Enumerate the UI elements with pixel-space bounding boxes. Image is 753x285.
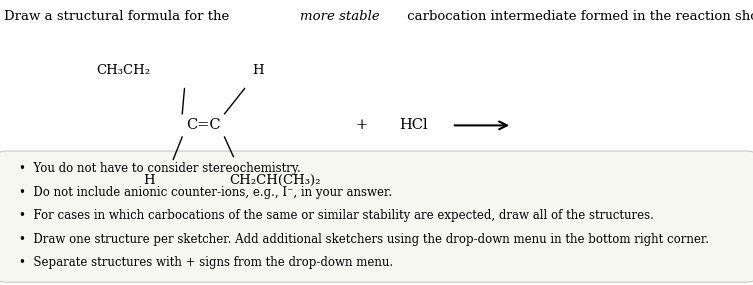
Text: more stable: more stable bbox=[300, 10, 380, 23]
Text: H: H bbox=[143, 174, 154, 187]
FancyBboxPatch shape bbox=[0, 151, 753, 282]
Text: •  For cases in which carbocations of the same or similar stability are expected: • For cases in which carbocations of the… bbox=[19, 209, 654, 222]
Text: CH₂CH(CH₃)₂: CH₂CH(CH₃)₂ bbox=[230, 174, 322, 187]
Text: HCl: HCl bbox=[399, 118, 428, 133]
Text: C=C: C=C bbox=[186, 118, 221, 133]
Text: H: H bbox=[252, 64, 264, 77]
Text: CH₃CH₂: CH₃CH₂ bbox=[96, 64, 151, 77]
Text: •  Do not include anionic counter-ions, e.g., I⁻, in your answer.: • Do not include anionic counter-ions, e… bbox=[19, 186, 392, 199]
Text: carbocation intermediate formed in the reaction shown.: carbocation intermediate formed in the r… bbox=[403, 10, 753, 23]
Text: +: + bbox=[355, 118, 367, 133]
Text: •  You do not have to consider stereochemistry.: • You do not have to consider stereochem… bbox=[19, 162, 300, 176]
Text: •  Separate structures with + signs from the drop-down menu.: • Separate structures with + signs from … bbox=[19, 256, 393, 269]
Text: Draw a structural formula for the: Draw a structural formula for the bbox=[4, 10, 233, 23]
Text: •  Draw one structure per sketcher. Add additional sketchers using the drop-down: • Draw one structure per sketcher. Add a… bbox=[19, 233, 709, 246]
